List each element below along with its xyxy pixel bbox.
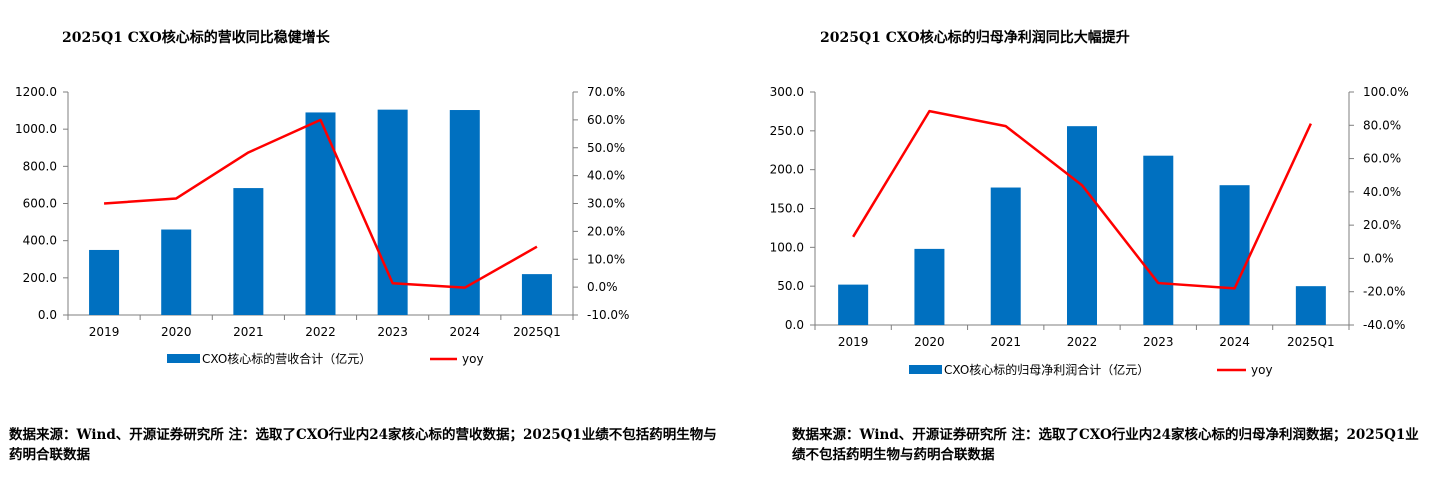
left-tick-label: 800.0 bbox=[23, 159, 57, 173]
bar-2022 bbox=[1067, 126, 1097, 325]
legend-bar-label: CXO核心标的营收合计（亿元） bbox=[202, 351, 371, 366]
left-tick-label: 250.0 bbox=[770, 124, 804, 138]
left-tick-label: 0.0 bbox=[785, 318, 804, 332]
bar-2024 bbox=[449, 110, 480, 315]
left-tick-label: 100.0 bbox=[770, 240, 804, 254]
left-tick-label: 50.0 bbox=[777, 279, 804, 293]
category-label: 2021 bbox=[990, 335, 1021, 349]
bar-2019 bbox=[89, 249, 120, 315]
category-label: 2023 bbox=[377, 325, 408, 339]
bar-2025Q1 bbox=[521, 274, 552, 315]
left-tick-label: 300.0 bbox=[770, 85, 804, 99]
legend-bar-label: CXO核心标的归母净利润合计（亿元） bbox=[944, 362, 1149, 377]
category-label: 2024 bbox=[1219, 335, 1250, 349]
category-label: 2021 bbox=[233, 325, 264, 339]
right-tick-label: 20.0% bbox=[1363, 218, 1401, 232]
right-tick-label: 0.0% bbox=[587, 280, 618, 294]
bar-2021 bbox=[990, 187, 1021, 325]
category-label: 2019 bbox=[89, 325, 120, 339]
left-tick-label: 150.0 bbox=[770, 202, 804, 216]
right-tick-label: 60.0% bbox=[587, 113, 625, 127]
bar-2020 bbox=[161, 229, 192, 315]
source-note: 数据来源：Wind、开源证券研究所 注：选取了CXO行业内24家核心标的营收数据… bbox=[9, 427, 717, 463]
right-tick-label: 50.0% bbox=[587, 141, 625, 155]
category-label: 2020 bbox=[161, 325, 192, 339]
legend-bar-swatch bbox=[167, 354, 200, 363]
category-label: 2019 bbox=[838, 335, 869, 349]
bar-2023 bbox=[1143, 155, 1174, 325]
right-tick-label: 40.0% bbox=[587, 169, 625, 183]
revenue-chart: 0.0 200.0 400.0 600.0 800.0 1000.0 1200.0 -10.0… bbox=[15, 85, 629, 366]
legend-line-label: yoy bbox=[462, 352, 484, 366]
category-label: 2025Q1 bbox=[1287, 335, 1335, 349]
left-tick-label: 400.0 bbox=[23, 234, 57, 248]
category-label: 2025Q1 bbox=[513, 325, 561, 339]
left-tick-label: 1000.0 bbox=[15, 122, 57, 136]
category-label: 2022 bbox=[1067, 335, 1098, 349]
right-tick-label: 40.0% bbox=[1363, 185, 1401, 199]
left-tick-label: 0.0 bbox=[38, 308, 57, 322]
bar-2021 bbox=[233, 188, 264, 315]
right-tick-label: 30.0% bbox=[587, 197, 625, 211]
right-tick-label: -20.0% bbox=[1363, 285, 1405, 299]
left-tick-label: 200.0 bbox=[23, 271, 57, 285]
bar-2025Q1 bbox=[1295, 286, 1326, 325]
category-label: 2022 bbox=[305, 325, 336, 339]
right-tick-label: 80.0% bbox=[1363, 118, 1401, 132]
chart-title: 2025Q1 CXO核心标的归母净利润同比大幅提升 bbox=[820, 30, 1130, 46]
right-tick-label: 70.0% bbox=[587, 85, 625, 99]
left-tick-label: 600.0 bbox=[23, 197, 57, 211]
net-profit-chart: 0.0 50.0 100.0 150.0 200.0 250.0 300.0 -40.0% -2… bbox=[770, 85, 1409, 377]
right-tick-label: 10.0% bbox=[587, 252, 625, 266]
bar-2022 bbox=[305, 112, 336, 315]
right-tick-label: -10.0% bbox=[587, 308, 629, 322]
left-tick-label: 1200.0 bbox=[15, 85, 57, 99]
chart-title: 2025Q1 CXO核心标的营收同比稳健增长 bbox=[62, 30, 330, 46]
right-tick-label: -40.0% bbox=[1363, 318, 1405, 332]
bar-2019 bbox=[838, 284, 869, 325]
right-tick-label: 20.0% bbox=[587, 224, 625, 238]
source-note: 数据来源：Wind、开源证券研究所 注：选取了CXO行业内24家核心标的归母净利… bbox=[792, 427, 1419, 463]
bar-2020 bbox=[914, 248, 945, 325]
chart-panel-revenue: 2025Q1 CXO核心标的营收同比稳健增长 0.0 200.0 400.0 600.… bbox=[0, 0, 720, 484]
bar-2024 bbox=[1219, 185, 1250, 325]
category-label: 2020 bbox=[914, 335, 945, 349]
category-label: 2023 bbox=[1143, 335, 1174, 349]
right-tick-label: 60.0% bbox=[1363, 152, 1401, 166]
category-label: 2024 bbox=[450, 325, 481, 339]
left-tick-label: 200.0 bbox=[770, 163, 804, 177]
right-tick-label: 100.0% bbox=[1363, 85, 1409, 99]
legend-line-label: yoy bbox=[1251, 363, 1273, 377]
legend-bar-swatch bbox=[909, 365, 942, 374]
right-tick-label: 0.0% bbox=[1363, 251, 1394, 265]
chart-panel-net-profit: 2025Q1 CXO核心标的归母净利润同比大幅提升 0.0 50.0 100.0 15… bbox=[720, 0, 1441, 484]
